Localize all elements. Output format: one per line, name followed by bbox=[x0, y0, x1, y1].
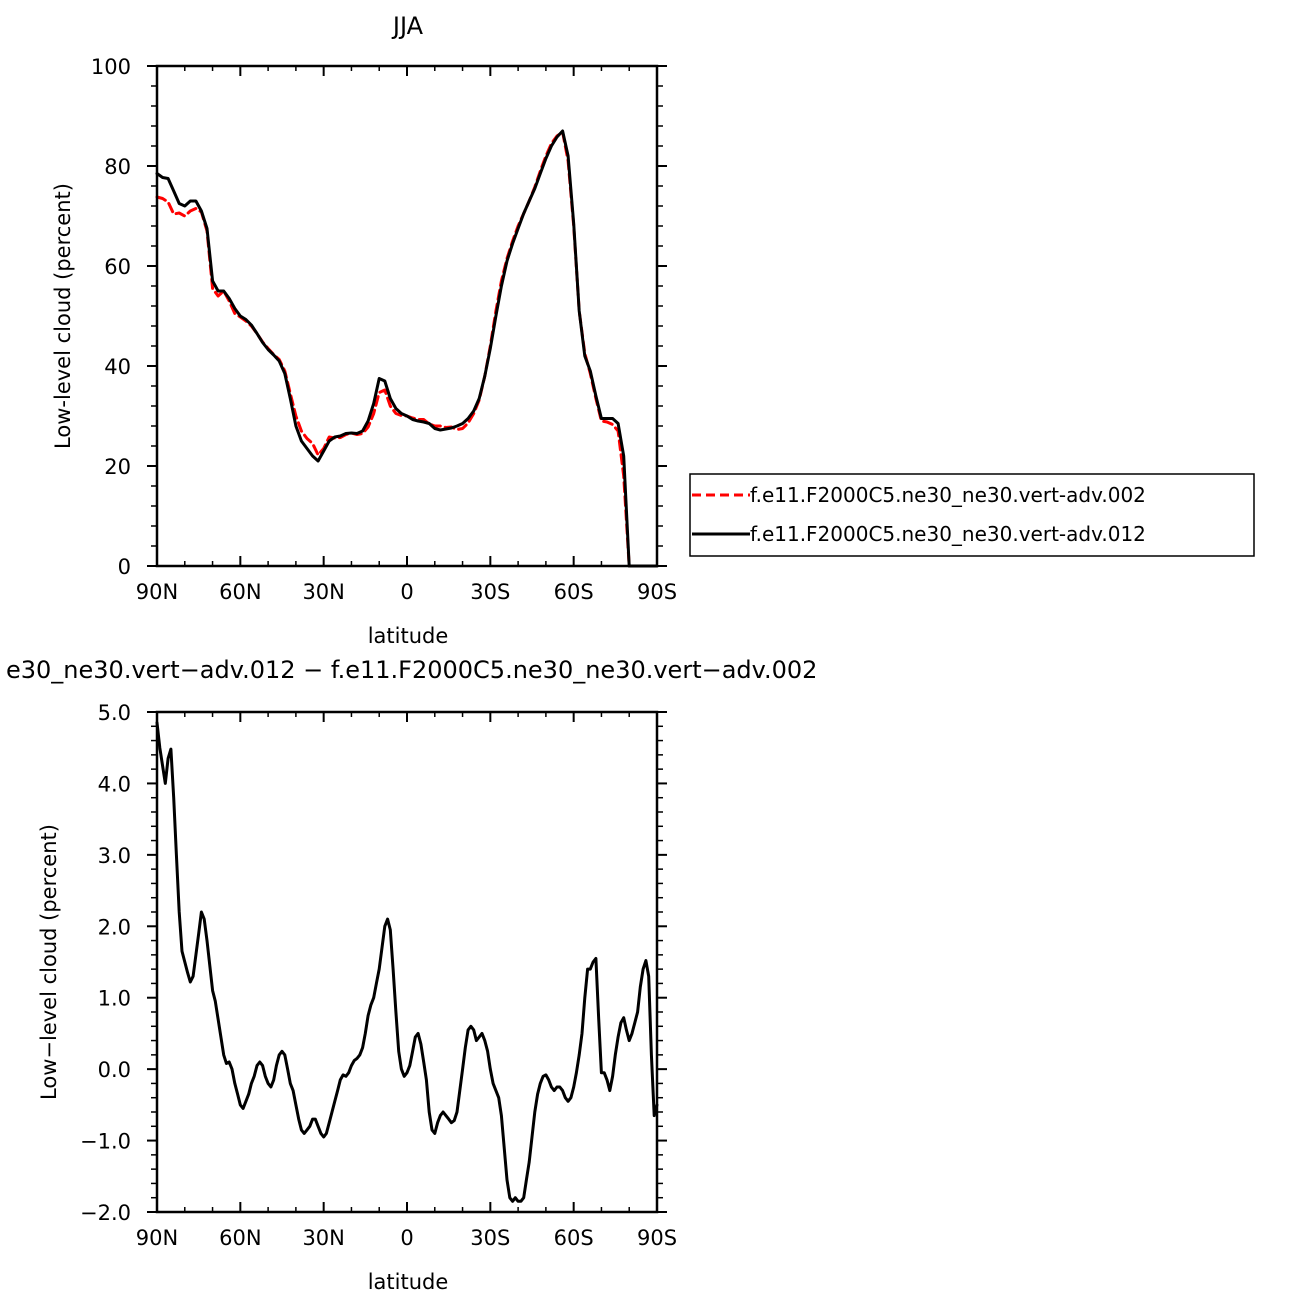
bottom-y-tick-label: −2.0 bbox=[80, 1201, 131, 1225]
bottom-x-tick-label: 90N bbox=[136, 1226, 178, 1250]
top-ticks-group: 90N 60N 30N 0 30S 60S 90S 0 20 40 60 80 100 bbox=[91, 55, 677, 604]
y-axis-label-bottom: Low−level cloud (percent) bbox=[37, 824, 61, 1100]
bottom-series-group bbox=[155, 721, 659, 1203]
bottom-x-tick-label: 0 bbox=[400, 1226, 413, 1250]
top-panel: JJA 90N 60N 30N 0 30S 60S 90S 0 20 40 60 80 100 lati… bbox=[51, 12, 1255, 648]
top-x-tick-label: 30S bbox=[470, 580, 510, 604]
top-x-tick-label: 0 bbox=[400, 580, 413, 604]
top-series-line-0 bbox=[155, 130, 659, 568]
bottom-y-tick-label: 4.0 bbox=[98, 772, 131, 796]
legend-label-002: f.e11.F2000C5.ne30_ne30.vert-adv.002 bbox=[750, 483, 1146, 507]
legend: f.e11.F2000C5.ne30_ne30.vert-adv.002 f.e… bbox=[689, 473, 1255, 557]
top-y-tick-label: 0 bbox=[118, 555, 131, 579]
legend-box bbox=[689, 473, 1255, 557]
chart-title: JJA bbox=[391, 12, 424, 40]
bottom-y-tick-label: 2.0 bbox=[98, 915, 131, 939]
top-x-tick-label: 30N bbox=[302, 580, 344, 604]
bottom-x-tick-label: 60N bbox=[219, 1226, 261, 1250]
bottom-x-tick-label: 30N bbox=[302, 1226, 344, 1250]
x-axis-label-bottom: latitude bbox=[368, 1270, 449, 1294]
top-x-tick-label: 90N bbox=[136, 580, 178, 604]
bottom-y-tick-label: 1.0 bbox=[98, 987, 131, 1011]
plot-frame-bottom bbox=[155, 710, 659, 1214]
bottom-ticks-group: 90N 60N 30N 0 30S 60S 90S −2.0 −1.0 0.0 1.0 2.0 3.0 4… bbox=[80, 701, 677, 1250]
top-series-group bbox=[155, 129, 659, 568]
bottom-panel: e30_ne30.vert−adv.012 − f.e11.F2000C5.ne… bbox=[6, 656, 817, 1294]
bottom-y-tick-label: 5.0 bbox=[98, 701, 131, 725]
top-y-tick-label: 40 bbox=[104, 355, 131, 379]
bottom-x-tick-label: 60S bbox=[554, 1226, 594, 1250]
top-y-tick-label: 20 bbox=[104, 455, 131, 479]
x-axis-label: latitude bbox=[368, 624, 449, 648]
top-y-tick-label: 80 bbox=[104, 155, 131, 179]
top-x-tick-label: 60S bbox=[554, 580, 594, 604]
bottom-x-tick-label: 90S bbox=[637, 1226, 677, 1250]
bottom-y-tick-label: −1.0 bbox=[80, 1130, 131, 1154]
bottom-x-tick-label: 30S bbox=[470, 1226, 510, 1250]
y-axis-label: Low-level cloud (percent) bbox=[51, 183, 75, 449]
difference-title: e30_ne30.vert−adv.012 − f.e11.F2000C5.ne… bbox=[6, 656, 817, 684]
bottom-y-tick-label: 0.0 bbox=[98, 1058, 131, 1082]
top-y-tick-label: 100 bbox=[91, 55, 131, 79]
plot-frame bbox=[155, 64, 659, 568]
top-x-tick-label: 90S bbox=[637, 580, 677, 604]
top-x-tick-label: 60N bbox=[219, 580, 261, 604]
top-y-tick-label: 60 bbox=[104, 255, 131, 279]
bottom-y-tick-label: 3.0 bbox=[98, 844, 131, 868]
top-series-line-1 bbox=[155, 129, 659, 568]
bottom-series-line-0 bbox=[155, 721, 659, 1203]
legend-label-012: f.e11.F2000C5.ne30_ne30.vert-adv.012 bbox=[750, 522, 1146, 546]
